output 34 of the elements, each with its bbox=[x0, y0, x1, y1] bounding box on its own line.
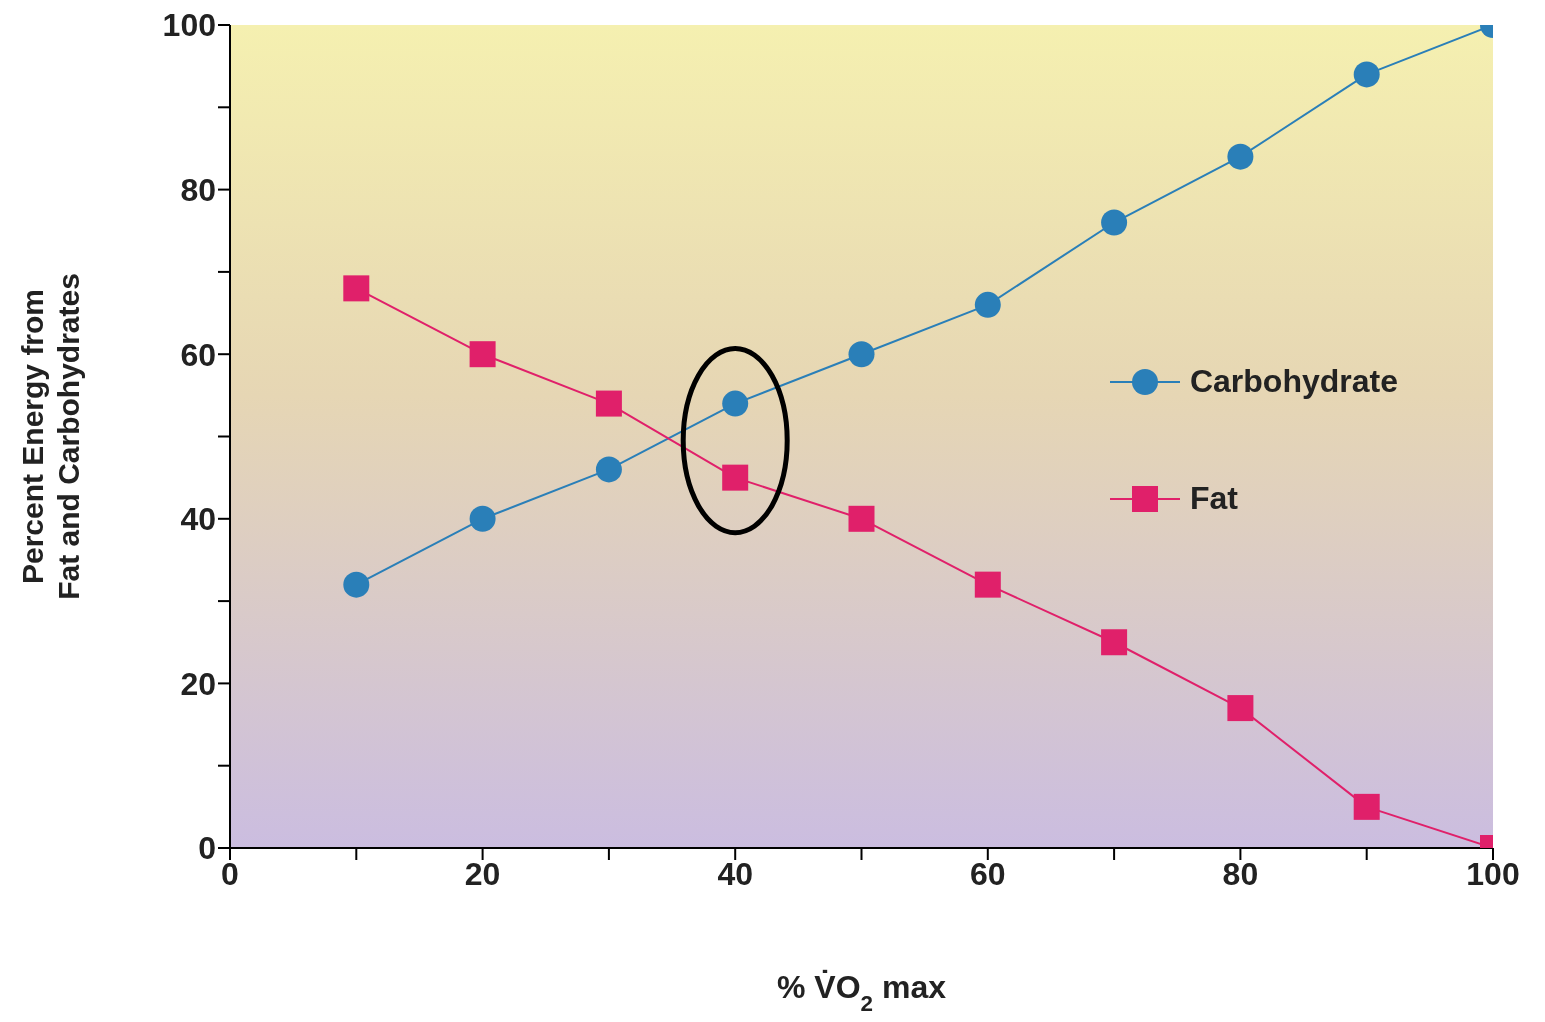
y-tick-label: 0 bbox=[198, 830, 216, 867]
y-tick-label: 20 bbox=[180, 665, 216, 702]
x-tick-label: 60 bbox=[970, 855, 1006, 892]
x-tick-label: 20 bbox=[464, 855, 501, 892]
point bbox=[1227, 143, 1254, 170]
point bbox=[469, 341, 496, 368]
legend-label: Carbohydrate bbox=[1189, 363, 1398, 400]
x-tick-label: 80 bbox=[1222, 855, 1259, 892]
point bbox=[722, 390, 749, 417]
point bbox=[848, 505, 875, 532]
point bbox=[595, 390, 622, 417]
point bbox=[974, 571, 1001, 598]
x-tick-label: 40 bbox=[717, 855, 753, 892]
point bbox=[974, 291, 1001, 318]
point bbox=[343, 275, 370, 302]
point bbox=[722, 464, 749, 491]
point bbox=[343, 571, 370, 598]
x-axis-title: % V̇O$_{2}$ max bbox=[777, 969, 947, 1016]
y-axis-title: Percent Energy from Fat and Carbohydrates bbox=[16, 273, 85, 600]
y-tick-label: 100 bbox=[162, 7, 216, 44]
point bbox=[1101, 629, 1128, 656]
point bbox=[1353, 61, 1380, 88]
point bbox=[469, 505, 496, 532]
x-tick-label: 100 bbox=[1466, 855, 1520, 892]
y-tick-label: 40 bbox=[180, 501, 216, 538]
point bbox=[595, 456, 622, 483]
point bbox=[848, 341, 875, 368]
point bbox=[1227, 695, 1254, 722]
y-tick-label: 60 bbox=[180, 336, 216, 373]
x-tick-label: 0 bbox=[221, 855, 239, 892]
point bbox=[1101, 209, 1128, 236]
point bbox=[1353, 793, 1380, 820]
legend-label: Fat bbox=[1189, 480, 1238, 517]
y-tick-label: 80 bbox=[180, 171, 216, 208]
